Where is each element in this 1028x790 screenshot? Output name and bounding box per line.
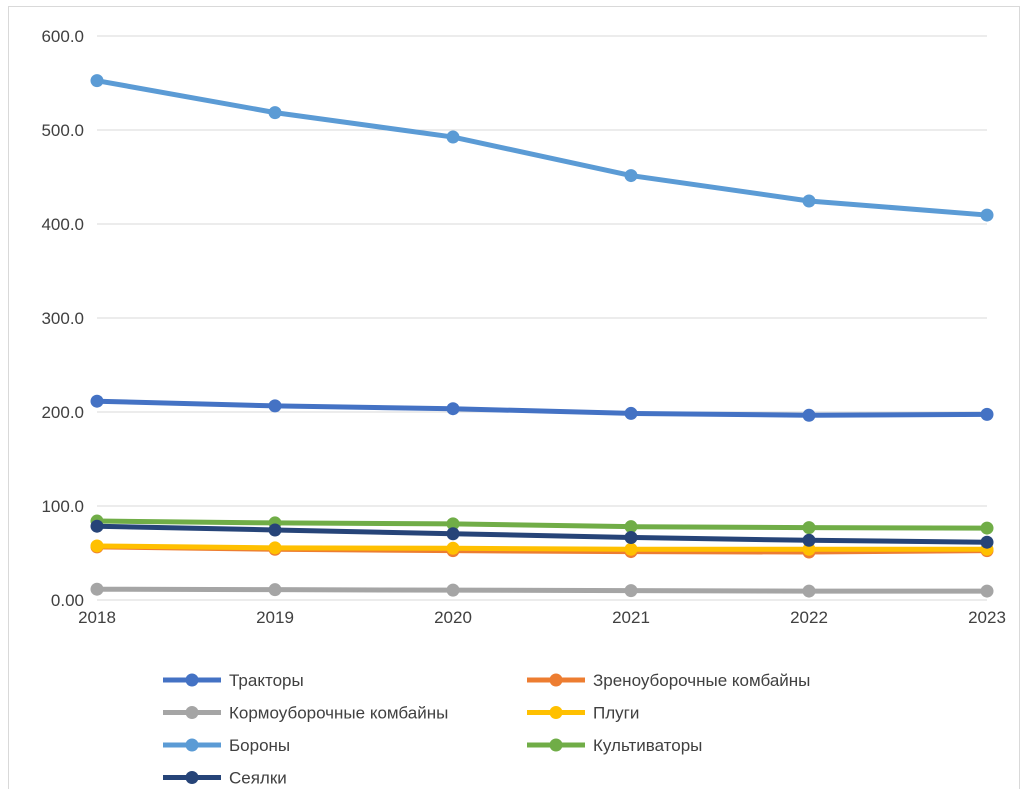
x-tick-label: 2021 (612, 608, 650, 627)
legend: Тракторы Зреноуборочные комбайны Кормоубор… (163, 671, 810, 788)
data-point (624, 520, 638, 534)
y-axis-tick-labels: 0.00 100.0 200.0 300.0 400.0 500.0 600.0 (41, 27, 84, 610)
legend-label: Культиваторы (593, 736, 702, 755)
legend-item: Культиваторы (527, 736, 702, 755)
y-tick-label: 400.0 (41, 215, 84, 234)
legend-item: Сеялки (163, 769, 287, 788)
series (90, 539, 994, 556)
data-point (980, 407, 994, 421)
data-point (90, 394, 104, 408)
data-point (624, 542, 638, 556)
series-line (94, 518, 990, 531)
data-point (624, 406, 638, 420)
legend-item: Тракторы (163, 671, 304, 690)
legend-label: Зреноуборочные комбайны (593, 671, 810, 690)
data-point (268, 399, 282, 413)
legend-swatch-marker (185, 738, 199, 752)
gridlines (97, 35, 987, 601)
data-point (980, 535, 994, 549)
legend-label: Тракторы (229, 671, 304, 690)
y-tick-label: 300.0 (41, 309, 84, 328)
x-tick-label: 2023 (968, 608, 1006, 627)
data-point (802, 584, 816, 598)
data-point (90, 519, 104, 533)
data-point (446, 583, 460, 597)
data-point (980, 584, 994, 598)
data-point (980, 208, 994, 222)
legend-swatch-marker (549, 706, 563, 719)
data-point (802, 194, 816, 208)
legend-swatch-marker (549, 673, 563, 687)
x-tick-label: 2018 (78, 608, 116, 627)
x-axis-tick-labels: 2018 2019 2020 2021 2022 2023 (78, 608, 1006, 627)
series (90, 74, 994, 222)
data-point (90, 74, 104, 88)
legend-item: Плуги (527, 704, 639, 723)
legend-swatch-marker (185, 706, 199, 719)
legend-swatch-marker (549, 738, 563, 752)
x-tick-label: 2019 (256, 608, 294, 627)
data-point (446, 527, 460, 541)
data-point (624, 530, 638, 544)
x-tick-label: 2022 (790, 608, 828, 627)
data-point (90, 539, 104, 553)
data-point (802, 521, 816, 535)
y-tick-label: 500.0 (41, 121, 84, 140)
y-tick-label: 600.0 (41, 27, 84, 46)
legend-swatch-marker (185, 673, 199, 687)
data-point (268, 106, 282, 120)
legend-label: Кормоуборочные комбайны (229, 704, 448, 723)
legend-label: Сеялки (229, 769, 287, 788)
y-tick-label: 200.0 (41, 403, 84, 422)
legend-item: Кормоуборочные комбайны (163, 704, 448, 723)
data-point (268, 541, 282, 555)
x-tick-label: 2020 (434, 608, 472, 627)
data-point (802, 542, 816, 556)
series-line (94, 398, 990, 418)
series-line (94, 543, 990, 552)
data-point (446, 402, 460, 416)
series (90, 514, 994, 535)
legend-item: Зреноуборочные комбайны (527, 671, 810, 690)
data-point (446, 130, 460, 144)
legend-swatch-marker (185, 771, 199, 784)
data-point (802, 533, 816, 547)
chart-frame: 0.00 100.0 200.0 300.0 400.0 500.0 600.0 2018 2… (8, 6, 1020, 789)
data-point (624, 169, 638, 183)
series (90, 582, 994, 598)
data-point (624, 584, 638, 598)
series-line (94, 523, 990, 545)
data-point (980, 521, 994, 535)
data-point (268, 523, 282, 537)
series (90, 519, 994, 549)
series-line (94, 586, 990, 594)
data-point (446, 517, 460, 531)
data-point (446, 541, 460, 555)
data-point (802, 408, 816, 422)
y-tick-label: 100.0 (41, 497, 84, 516)
legend-label: Бороны (229, 736, 290, 755)
series-line (94, 78, 990, 218)
data-point (268, 583, 282, 597)
data-point (90, 582, 104, 596)
y-tick-label: 0.00 (51, 591, 84, 610)
legend-label: Плуги (593, 704, 639, 723)
legend-item: Бороны (163, 736, 290, 755)
series-lines (90, 74, 994, 598)
series (90, 394, 994, 422)
